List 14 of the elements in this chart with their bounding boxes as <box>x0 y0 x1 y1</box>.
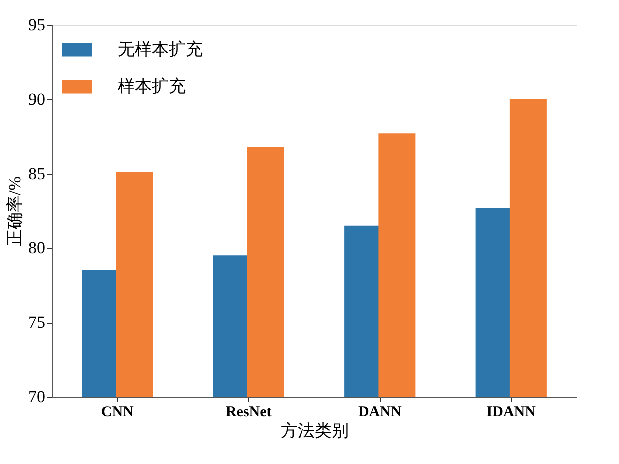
y-tick-label: 90 <box>28 90 46 109</box>
legend-label: 样本扩充 <box>118 77 186 96</box>
y-tick-label: 70 <box>28 388 46 406</box>
x-tick-label: DANN <box>358 404 402 420</box>
y-axis-title: 正确率/% <box>6 176 24 246</box>
x-tick-label: ResNet <box>226 404 272 420</box>
x-tick-label: IDANN <box>486 404 536 420</box>
x-tick-label: CNN <box>101 404 134 420</box>
y-tick-label: 75 <box>28 313 46 332</box>
x-axis-title: 方法类别 <box>281 422 349 440</box>
y-tick-label: 85 <box>28 164 46 184</box>
y-tick-label: 80 <box>28 238 46 258</box>
y-tick-label: 95 <box>28 16 46 34</box>
legend-label: 无样本扩充 <box>118 40 203 59</box>
